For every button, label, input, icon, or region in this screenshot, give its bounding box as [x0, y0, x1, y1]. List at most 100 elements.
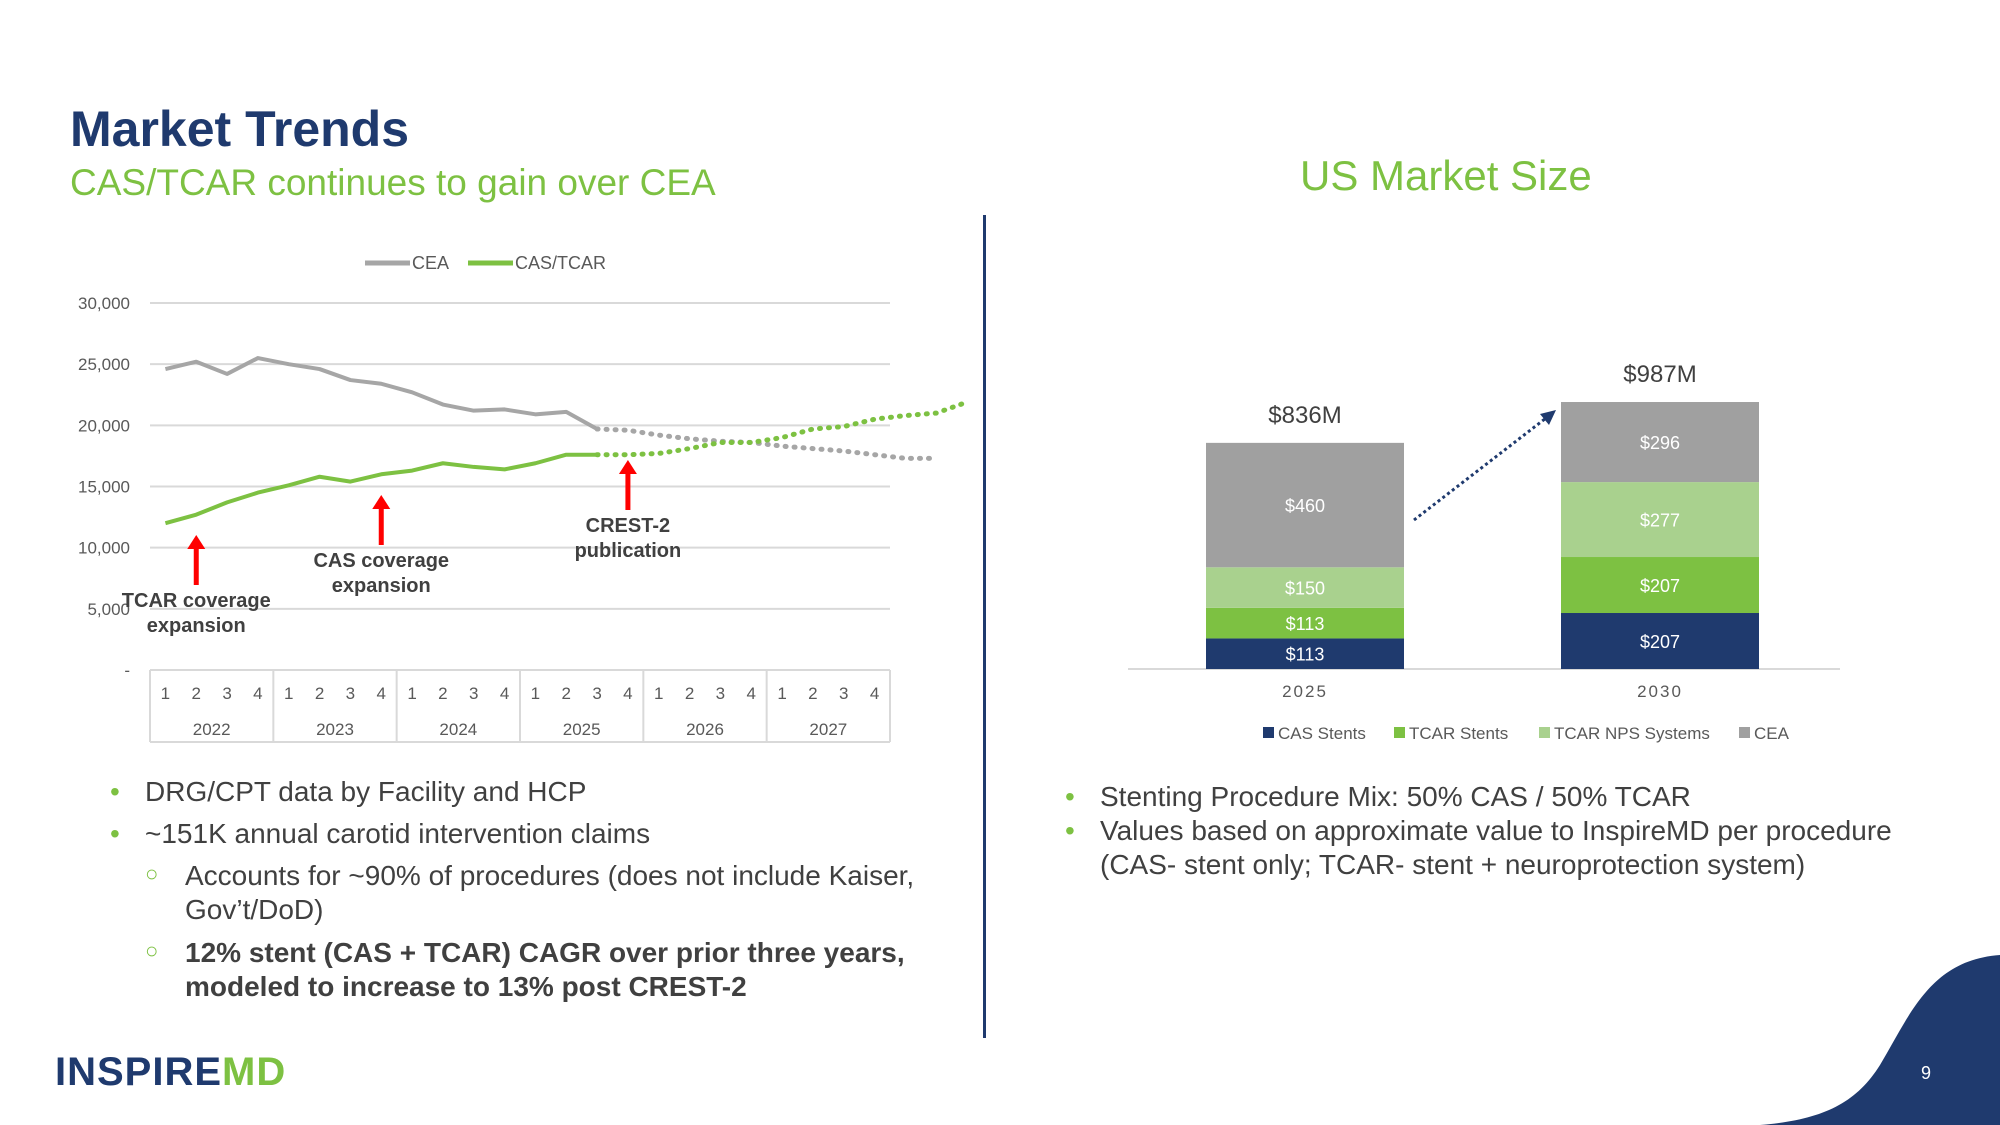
corner-wave-decoration — [1760, 955, 2000, 1125]
quarter-tick-label: 4 — [500, 684, 509, 703]
bar-segment-label: $113 — [1286, 614, 1325, 634]
annotation-label: publication — [575, 540, 682, 562]
quarter-tick-label: 1 — [654, 684, 663, 703]
bullet-values-basis: Values based on approximate value to Ins… — [1055, 814, 1925, 882]
quarter-tick-label: 1 — [407, 684, 416, 703]
bar-segment-label: $207 — [1640, 632, 1680, 652]
quarter-tick-label: 2 — [438, 684, 447, 703]
bar-segment-label: $113 — [1286, 645, 1325, 665]
bar-segment-cas-stents — [1561, 613, 1759, 669]
bullet-annual-claims: ~151K annual carotid intervention claims — [100, 817, 980, 851]
bar-segment-label: $150 — [1285, 579, 1325, 599]
y-tick-label: 15,000 — [78, 478, 130, 497]
y-tick-label: 5,000 — [87, 600, 130, 619]
page-title: Market Trends — [70, 101, 410, 157]
bullet-procedure-mix: Stenting Procedure Mix: 50% CAS / 50% TC… — [1055, 780, 1925, 814]
y-tick-label: 25,000 — [78, 355, 130, 374]
y-tick-label: 10,000 — [78, 539, 130, 558]
year-tick-label: 2027 — [809, 720, 847, 739]
year-tick-label: 2025 — [563, 720, 601, 739]
annotation-label: expansion — [147, 615, 246, 637]
annotation-label: expansion — [332, 575, 431, 597]
quarter-tick-label: 3 — [469, 684, 478, 703]
vertical-divider — [983, 215, 986, 1038]
bar-segment-cas-stents — [1206, 638, 1404, 669]
bullet-drg-cpt: DRG/CPT data by Facility and HCP — [100, 775, 980, 809]
logo-text-md: MD — [222, 1050, 287, 1094]
quarter-tick-label: 3 — [592, 684, 601, 703]
legend-label-cea: CEA — [1754, 724, 1790, 743]
series-line-cas-tcar — [164, 452, 598, 526]
sub-bullet-cagr: 12% stent (CAS + TCAR) CAGR over prior t… — [100, 936, 980, 1004]
series-projection-cas-tcar — [594, 399, 970, 458]
quarter-tick-label: 3 — [346, 684, 355, 703]
bar-segment-tcar-stents — [1206, 607, 1404, 639]
bar-segment-label: $207 — [1640, 576, 1680, 596]
annotation-arrow-head — [618, 460, 637, 474]
legend-label-tcar-stents: TCAR Stents — [1409, 724, 1508, 743]
quarter-tick-label: 2 — [808, 684, 817, 703]
bar-segment-tcar-nps-systems — [1206, 567, 1404, 608]
y-tick-label: 20,000 — [78, 416, 130, 435]
bar-segment-tcar-stents — [1561, 557, 1759, 614]
legend-label-tcar-nps-systems: TCAR NPS Systems — [1554, 724, 1710, 743]
series-line-cea — [164, 356, 599, 431]
legend-label-cas-stents: CAS Stents — [1278, 724, 1366, 743]
bar-segment-cea — [1206, 442, 1404, 568]
annotation-label: TCAR coverage — [122, 590, 271, 612]
right-bullet-list: Stenting Procedure Mix: 50% CAS / 50% TC… — [1055, 780, 1925, 882]
quarter-tick-label: 1 — [161, 684, 170, 703]
growth-arrow-head — [1540, 410, 1556, 425]
quarter-tick-label: 1 — [531, 684, 540, 703]
year-tick-label: 2023 — [316, 720, 354, 739]
bar-segment-label: $277 — [1640, 511, 1680, 531]
bar-segment-label: $460 — [1285, 496, 1325, 516]
procedure-trend-line-chart: 30,000 25,000 20,000 15,000 10,000 5,000 - 1 2 3 4… — [78, 253, 970, 743]
year-tick-label: 2026 — [686, 720, 724, 739]
sub-bullet-procedures: Accounts for ~90% of procedures (does no… — [100, 859, 980, 927]
year-tick-label: 2024 — [439, 720, 477, 739]
inspiremd-logo: INSPIREMD — [55, 1050, 286, 1095]
quarter-tick-label: 3 — [222, 684, 231, 703]
legend-swatch-tcar-stents — [1394, 727, 1405, 738]
y-tick-label: 30,000 — [78, 294, 130, 313]
annotation-arrow-head — [372, 495, 391, 509]
market-size-title: US Market Size — [1300, 152, 1592, 199]
page-number: 9 — [1921, 1063, 1932, 1083]
us-market-size-bar-chart: $113 $113 $150 $460 $836M 2025 $207 $207 $277 $29… — [1128, 361, 1840, 743]
bar-total-label: $987M — [1623, 361, 1696, 388]
left-bullet-list: DRG/CPT data by Facility and HCP ~151K a… — [100, 775, 980, 1012]
quarter-tick-label: 3 — [839, 684, 848, 703]
annotation-arrow-head — [187, 535, 206, 549]
legend-label-cea: CEA — [412, 253, 449, 273]
quarter-tick-label: 2 — [315, 684, 324, 703]
quarter-tick-label: 4 — [253, 684, 262, 703]
quarter-tick-label: 4 — [870, 684, 879, 703]
bar-total-label: $836M — [1268, 402, 1341, 429]
quarter-tick-label: 4 — [623, 684, 632, 703]
page-subtitle: CAS/TCAR continues to gain over CEA — [70, 162, 716, 203]
quarter-tick-label: 3 — [716, 684, 725, 703]
category-label: 2030 — [1637, 682, 1683, 701]
quarter-tick-label: 2 — [192, 684, 201, 703]
quarter-tick-label: 2 — [562, 684, 571, 703]
logo-text-inspire: INSPIRE — [55, 1050, 223, 1094]
quarter-tick-label: 1 — [777, 684, 786, 703]
category-label: 2025 — [1282, 682, 1328, 701]
series-projection-cea — [594, 426, 939, 461]
bar-segment-label: $296 — [1640, 433, 1680, 453]
y-tick-label: - — [124, 661, 130, 680]
legend-label-cas-tcar: CAS/TCAR — [515, 253, 606, 273]
quarter-tick-label: 1 — [284, 684, 293, 703]
quarter-tick-label: 4 — [747, 684, 756, 703]
growth-arrow-line — [1413, 413, 1551, 522]
bar-segment-cea — [1561, 402, 1759, 483]
legend-swatch-tcar-nps-systems — [1539, 727, 1550, 738]
year-tick-label: 2022 — [193, 720, 231, 739]
quarter-tick-label: 2 — [685, 684, 694, 703]
legend-swatch-cea — [1739, 727, 1750, 738]
annotation-label: CAS coverage — [313, 550, 449, 572]
quarter-tick-label: 4 — [377, 684, 386, 703]
bar-segment-tcar-nps-systems — [1561, 482, 1759, 558]
annotation-label: CREST-2 — [586, 515, 670, 537]
